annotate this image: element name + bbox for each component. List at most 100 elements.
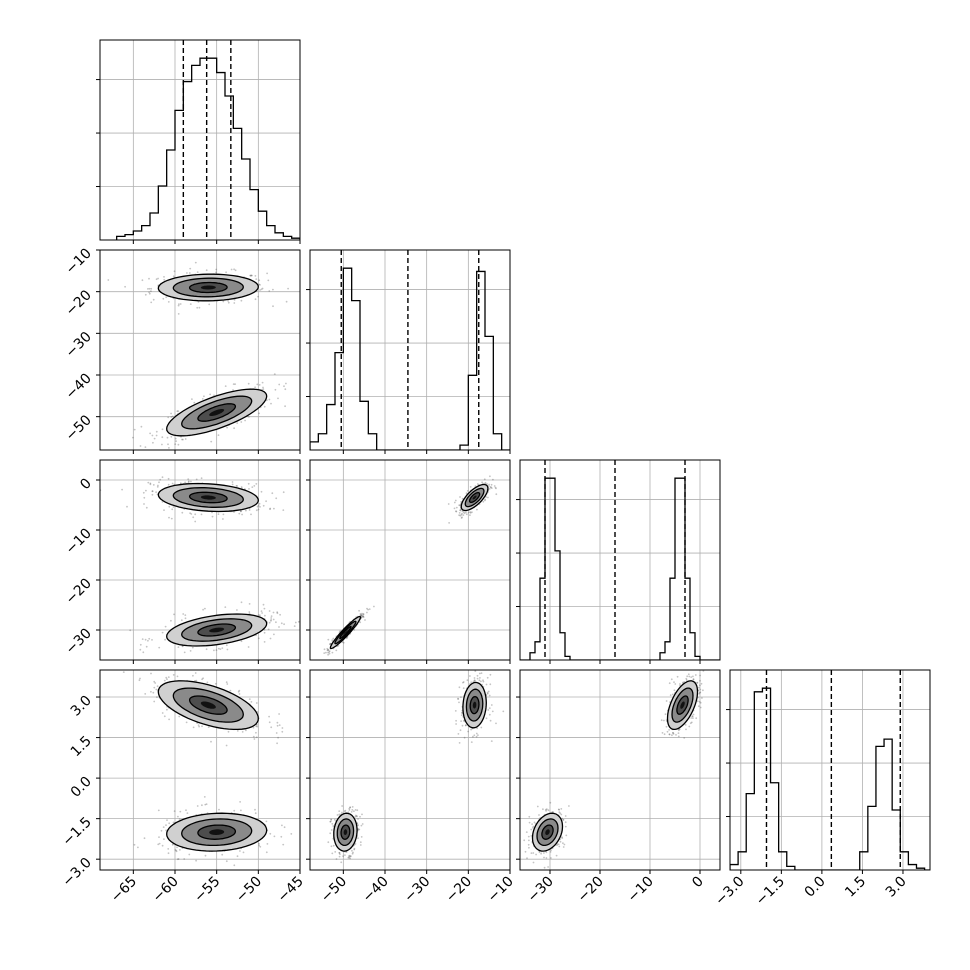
sample-point xyxy=(263,631,266,634)
sample-point xyxy=(353,810,355,813)
sample-point xyxy=(351,849,353,852)
sample-point xyxy=(270,402,272,405)
sample-point xyxy=(163,715,166,718)
sample-point xyxy=(686,675,689,678)
sample-point xyxy=(362,615,364,618)
sample-point xyxy=(696,681,699,684)
sample-point xyxy=(281,824,283,827)
sample-point xyxy=(234,383,237,385)
sample-point xyxy=(348,856,351,859)
sample-point xyxy=(194,513,197,516)
sample-point xyxy=(198,725,201,728)
sample-point xyxy=(186,812,189,814)
sample-point xyxy=(239,850,241,852)
sample-point xyxy=(347,856,350,859)
sample-point xyxy=(341,805,343,807)
sample-point xyxy=(461,497,464,500)
sample-point xyxy=(326,649,329,652)
panel-frame xyxy=(519,669,721,871)
sample-point xyxy=(234,269,237,272)
sample-point xyxy=(285,300,288,303)
sample-point xyxy=(282,491,285,494)
sample-point xyxy=(273,835,276,838)
sample-point xyxy=(277,736,279,739)
sample-point xyxy=(544,808,547,811)
sample-point xyxy=(327,651,329,654)
sample-point xyxy=(174,443,177,446)
sample-point xyxy=(167,676,170,678)
sample-point xyxy=(562,842,564,845)
sample-point xyxy=(141,638,144,640)
sample-point xyxy=(486,692,489,695)
sample-point xyxy=(699,706,702,709)
sample-point xyxy=(258,384,261,386)
sample-point xyxy=(489,475,491,478)
sample-point xyxy=(192,726,195,729)
sample-point xyxy=(354,809,357,811)
sample-point xyxy=(172,674,175,676)
sample-point xyxy=(690,721,693,724)
sample-point xyxy=(239,801,242,803)
sample-point xyxy=(247,382,250,385)
sample-point xyxy=(561,837,564,839)
sample-point xyxy=(240,640,243,643)
sample-point xyxy=(150,690,152,693)
sample-point xyxy=(233,511,235,513)
sample-point xyxy=(165,824,167,826)
sample-point xyxy=(255,736,258,739)
sample-point xyxy=(462,511,465,514)
sample-point xyxy=(373,605,375,608)
x-tick-label: −30 xyxy=(401,874,433,906)
sample-point xyxy=(233,809,236,812)
sample-point xyxy=(148,291,151,294)
sample-point xyxy=(473,679,476,682)
sample-point xyxy=(482,680,485,683)
sample-point xyxy=(133,843,136,846)
sample-point xyxy=(142,651,145,654)
sample-point xyxy=(245,509,247,512)
sample-point xyxy=(462,514,465,516)
sample-point xyxy=(328,652,331,655)
sample-point xyxy=(325,651,327,654)
sample-point xyxy=(462,681,465,683)
sample-point xyxy=(329,643,332,646)
sample-point xyxy=(258,279,261,282)
sample-point xyxy=(122,671,125,673)
sample-point xyxy=(568,805,570,807)
sample-point xyxy=(201,725,203,728)
sample-point xyxy=(355,815,358,817)
sample-point xyxy=(153,437,156,440)
histogram-steps xyxy=(116,57,300,240)
sample-point xyxy=(366,611,368,614)
sample-point xyxy=(166,708,168,711)
sample-point xyxy=(256,383,259,386)
sample-point xyxy=(360,614,363,617)
sample-point xyxy=(683,737,686,739)
sample-point xyxy=(160,829,163,832)
density-peak xyxy=(343,829,348,835)
sample-point xyxy=(147,639,149,642)
sample-point xyxy=(151,639,153,641)
sample-point xyxy=(200,477,203,480)
sample-point xyxy=(332,637,335,640)
sample-point xyxy=(260,490,263,493)
sample-point xyxy=(161,631,164,634)
sample-point xyxy=(535,853,537,856)
sample-point xyxy=(476,677,479,680)
sample-point xyxy=(344,854,346,856)
sample-point xyxy=(528,839,530,842)
sample-point xyxy=(158,481,160,484)
sample-point xyxy=(460,720,462,722)
sample-point xyxy=(207,726,210,728)
panel-background xyxy=(100,40,300,240)
sample-point xyxy=(347,811,350,814)
sample-point xyxy=(213,394,215,397)
sample-point xyxy=(227,300,230,302)
sample-point xyxy=(543,866,546,869)
sample-point xyxy=(210,740,212,743)
sample-point xyxy=(297,620,300,623)
sample-point xyxy=(342,855,344,858)
sample-point xyxy=(248,416,250,418)
sample-point xyxy=(124,285,126,288)
corner-panels: −65 −60 −55 −50 −45 −50 −40 −30 −20 −10 −30 −20 −10 0… xyxy=(59,39,931,909)
